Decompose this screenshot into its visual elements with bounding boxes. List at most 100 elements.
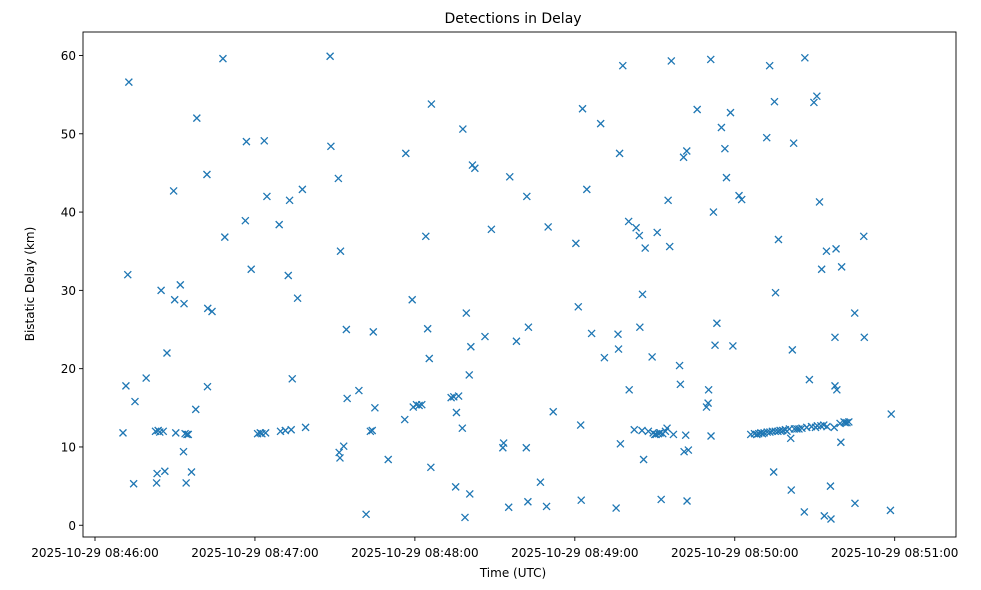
data-point bbox=[470, 164, 479, 173]
data-point bbox=[587, 329, 596, 338]
data-point bbox=[653, 228, 662, 237]
data-points bbox=[119, 52, 896, 523]
data-point bbox=[644, 427, 653, 436]
x-tick-label: 2025-10-29 08:49:00 bbox=[511, 546, 638, 560]
data-point bbox=[180, 299, 188, 308]
data-point bbox=[851, 499, 859, 508]
data-point bbox=[788, 345, 797, 354]
data-point bbox=[624, 217, 633, 226]
data-point bbox=[326, 52, 335, 61]
data-point bbox=[679, 153, 688, 162]
data-point bbox=[157, 286, 166, 295]
data-point bbox=[664, 196, 673, 205]
data-point bbox=[720, 144, 729, 153]
data-point bbox=[832, 385, 841, 394]
data-point bbox=[576, 421, 585, 429]
data-point bbox=[665, 242, 674, 251]
data-point bbox=[683, 497, 691, 505]
data-point bbox=[815, 197, 824, 206]
data-point bbox=[837, 262, 846, 271]
data-point bbox=[638, 426, 646, 435]
data-point bbox=[423, 324, 432, 333]
data-point bbox=[191, 405, 200, 414]
data-point bbox=[218, 54, 227, 63]
data-point bbox=[421, 232, 430, 241]
data-point bbox=[427, 100, 436, 108]
data-point bbox=[384, 455, 393, 464]
data-point bbox=[512, 337, 521, 346]
data-point bbox=[722, 173, 731, 182]
data-point bbox=[536, 478, 545, 487]
data-point bbox=[795, 424, 803, 433]
data-point bbox=[860, 333, 869, 342]
data-point bbox=[635, 231, 644, 240]
data-point bbox=[184, 430, 193, 439]
data-point bbox=[786, 434, 795, 443]
y-tick-label: 50 bbox=[61, 127, 76, 141]
data-point bbox=[524, 323, 533, 332]
data-point bbox=[129, 479, 138, 488]
data-point bbox=[339, 442, 348, 451]
data-point bbox=[362, 510, 371, 519]
data-point bbox=[170, 295, 179, 304]
x-axis-label: Time (UTC) bbox=[479, 566, 546, 580]
y-tick-label: 0 bbox=[68, 519, 76, 533]
data-point bbox=[192, 114, 201, 123]
data-point bbox=[121, 381, 130, 390]
data-point bbox=[465, 489, 474, 498]
data-point bbox=[765, 61, 774, 70]
data-point bbox=[648, 352, 657, 361]
y-tick-label: 60 bbox=[61, 49, 76, 63]
y-axis: 0 10 20 30 40 50 60 bbox=[61, 49, 83, 533]
data-point bbox=[820, 511, 829, 520]
data-point bbox=[706, 55, 715, 64]
data-point bbox=[171, 428, 180, 437]
plot-frame bbox=[82, 31, 957, 538]
data-point bbox=[800, 507, 809, 516]
data-point bbox=[426, 463, 435, 472]
data-point bbox=[247, 265, 256, 274]
data-point bbox=[813, 421, 822, 430]
data-point bbox=[241, 216, 250, 225]
data-point bbox=[830, 423, 839, 432]
data-point bbox=[203, 304, 212, 313]
data-point bbox=[544, 222, 553, 231]
data-point bbox=[682, 147, 691, 155]
data-point bbox=[770, 97, 779, 106]
data-point bbox=[417, 400, 426, 409]
data-point bbox=[370, 403, 379, 412]
x-tick-label: 2025-10-29 08:50:00 bbox=[671, 546, 798, 560]
data-point bbox=[832, 244, 841, 253]
data-point bbox=[639, 455, 648, 464]
data-point bbox=[704, 399, 713, 408]
chart-title: Detections in Delay bbox=[444, 11, 581, 27]
data-point bbox=[408, 295, 417, 304]
data-point bbox=[836, 438, 845, 447]
data-point bbox=[242, 137, 251, 146]
data-point bbox=[789, 139, 798, 148]
data-point bbox=[768, 427, 777, 436]
y-axis-label: Bistatic Delay (km) bbox=[23, 227, 37, 342]
y-tick-label: 30 bbox=[61, 284, 76, 298]
data-point bbox=[843, 418, 851, 427]
data-point bbox=[800, 53, 809, 62]
data-point bbox=[176, 280, 185, 289]
data-point bbox=[131, 397, 139, 406]
data-point bbox=[681, 431, 690, 440]
data-point bbox=[680, 447, 689, 456]
y-tick-label: 10 bbox=[61, 440, 76, 454]
data-point bbox=[612, 504, 621, 512]
data-point bbox=[614, 330, 622, 339]
data-point bbox=[827, 515, 835, 523]
data-point bbox=[366, 427, 375, 436]
data-point bbox=[369, 327, 378, 336]
data-point bbox=[635, 323, 644, 332]
data-point bbox=[262, 192, 271, 201]
data-point bbox=[163, 349, 171, 357]
data-point bbox=[817, 265, 826, 274]
data-point bbox=[326, 142, 335, 151]
data-point bbox=[481, 332, 489, 341]
data-point bbox=[574, 302, 583, 311]
data-point bbox=[465, 370, 474, 379]
